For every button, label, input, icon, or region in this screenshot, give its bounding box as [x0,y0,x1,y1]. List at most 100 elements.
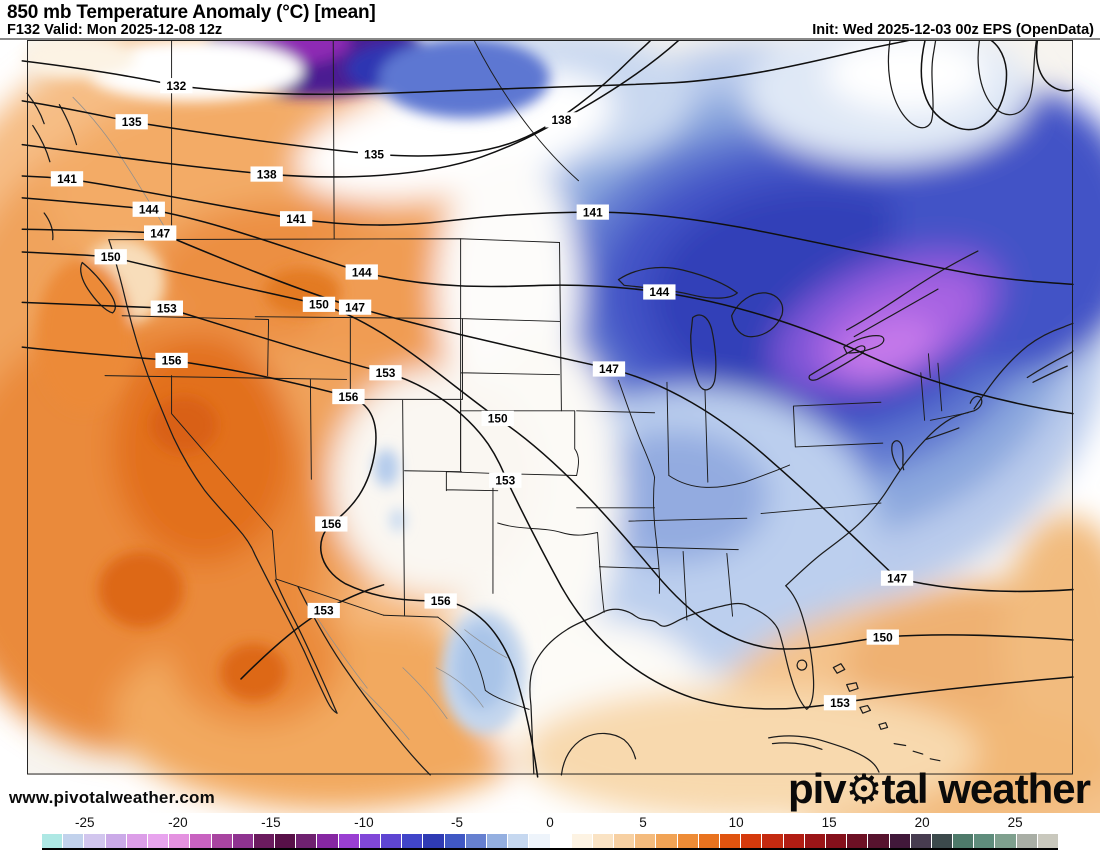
contour-label: 156 [339,390,359,404]
colorbar-cell [592,834,614,848]
colorbar-cell [359,834,380,848]
contour-label-box [643,284,676,300]
watermark: www.pivotalweather.com [9,788,215,807]
contour-label-box [369,365,402,381]
colorbar-tick: 20 [914,815,930,830]
chart-header: 850 mb Temperature Anomaly (°C) [mean] F… [0,0,1100,40]
colorbar: -25 -20 -15 -10 -5 0 5 10 15 20 25 [0,813,1100,850]
contour-label: 150 [488,412,508,426]
colorbar-cell [868,834,889,848]
contour-label-box [332,388,365,405]
colorbar-tick: 5 [639,815,647,830]
colorbar-cell [253,834,275,848]
contour-label-box [576,204,609,220]
colorbar-cell [825,834,847,848]
contour-label: 141 [57,172,77,186]
contour-label-box [302,296,336,312]
colorbar-cell [677,834,698,848]
contour-label-box [823,695,857,711]
gear-icon: ⚙ [845,766,883,812]
map-frame [27,40,1073,775]
colorbar-cell [762,834,783,848]
contour-label: 135 [122,115,142,129]
contour-label: 153 [495,473,515,487]
contour-label: 156 [431,594,451,608]
contour-label: 150 [101,250,121,264]
contour-label-box [489,472,522,488]
colorbar-cell [508,834,529,848]
colorbar-cell [698,834,719,848]
colorbar-cell [974,834,995,848]
chart-title: 850 mb Temperature Anomaly (°C) [mean] [7,1,376,23]
colorbar-cell [381,834,402,848]
colorbar-cell [931,834,953,848]
contour-label: 141 [286,212,306,226]
colorbar-cell [232,834,253,848]
colorbar-cell [423,834,444,848]
contour-label: 156 [162,354,182,368]
colorbar-cell [614,834,635,848]
colorbar-cell [889,834,910,848]
contour-label: 153 [830,696,850,710]
colorbar-ticks: -25 -20 -15 -10 -5 0 5 10 15 20 25 [0,813,1100,834]
contour-label-box [160,78,193,94]
contour-label-box [338,299,372,315]
valid-time: F132 Valid: Mon 2025-12-08 12z [7,22,223,39]
colorbar-cell [317,834,338,848]
contour-label: 156 [321,517,341,531]
colorbar-tick: -25 [75,815,95,830]
colorbar-cell [84,834,105,848]
colorbar-cell [275,834,296,848]
colorbar-tick: 25 [1007,815,1023,830]
colorbar-cell [465,834,486,848]
contour-label: 132 [166,79,186,93]
contour-label-box [866,629,899,645]
borders-layer [104,40,969,710]
colorbar-tick: -15 [261,815,281,830]
colorbar-cell [296,834,317,848]
contour-label-box [880,570,914,586]
contour-label-box [150,300,183,316]
colorbar-cell [444,834,465,848]
colorbar-cell [402,834,423,848]
contour-label: 147 [345,300,365,314]
contour-label-box [424,593,457,609]
colorbar-tick: 0 [546,815,554,830]
colorbar-cell [338,834,359,848]
colorbar-cell [571,834,592,848]
colorbar-cell [783,834,804,848]
colorbar-tick: -10 [354,815,374,830]
contour-labels-layer: 132 135 135 138 138 141 141 141 144 144 144 147 147 1… [50,78,914,711]
colorbar-cell [105,834,126,848]
colorbar-cell [1016,834,1037,848]
colorbar-cell [656,834,677,848]
geography-layer [26,40,1074,776]
colorbar-cell [42,834,63,848]
contour-label: 150 [873,630,893,644]
map-area: 132 135 135 138 138 141 141 141 144 144 144 147 147 1… [0,40,1100,813]
contour-label-box [144,225,177,241]
contour-label-box [592,361,626,377]
logo-text-right: tal weather [881,765,1091,812]
colorbar-cell [550,834,571,848]
contour-label: 147 [150,226,170,240]
pivotal-weather-logo: piv⚙tal weather [788,765,1091,813]
contour-label: 153 [157,301,177,315]
colorbar-cell [1037,834,1058,848]
colorbar-cell [720,834,741,848]
contour-label: 138 [551,113,571,127]
contour-label: 150 [309,298,329,312]
contour-label: 153 [314,604,334,618]
contour-label-box [345,264,378,280]
contour-label: 141 [583,205,603,219]
colorbar-cell [211,834,232,848]
colorbar-cell [63,834,84,848]
contour-label-box [481,410,514,427]
colorbar-cell [953,834,974,848]
colorbar-tick: -5 [450,815,463,830]
colorbar-cell [804,834,825,848]
contour-label-box [279,211,313,227]
contour-label-box [315,516,348,532]
contour-label: 144 [649,285,669,299]
